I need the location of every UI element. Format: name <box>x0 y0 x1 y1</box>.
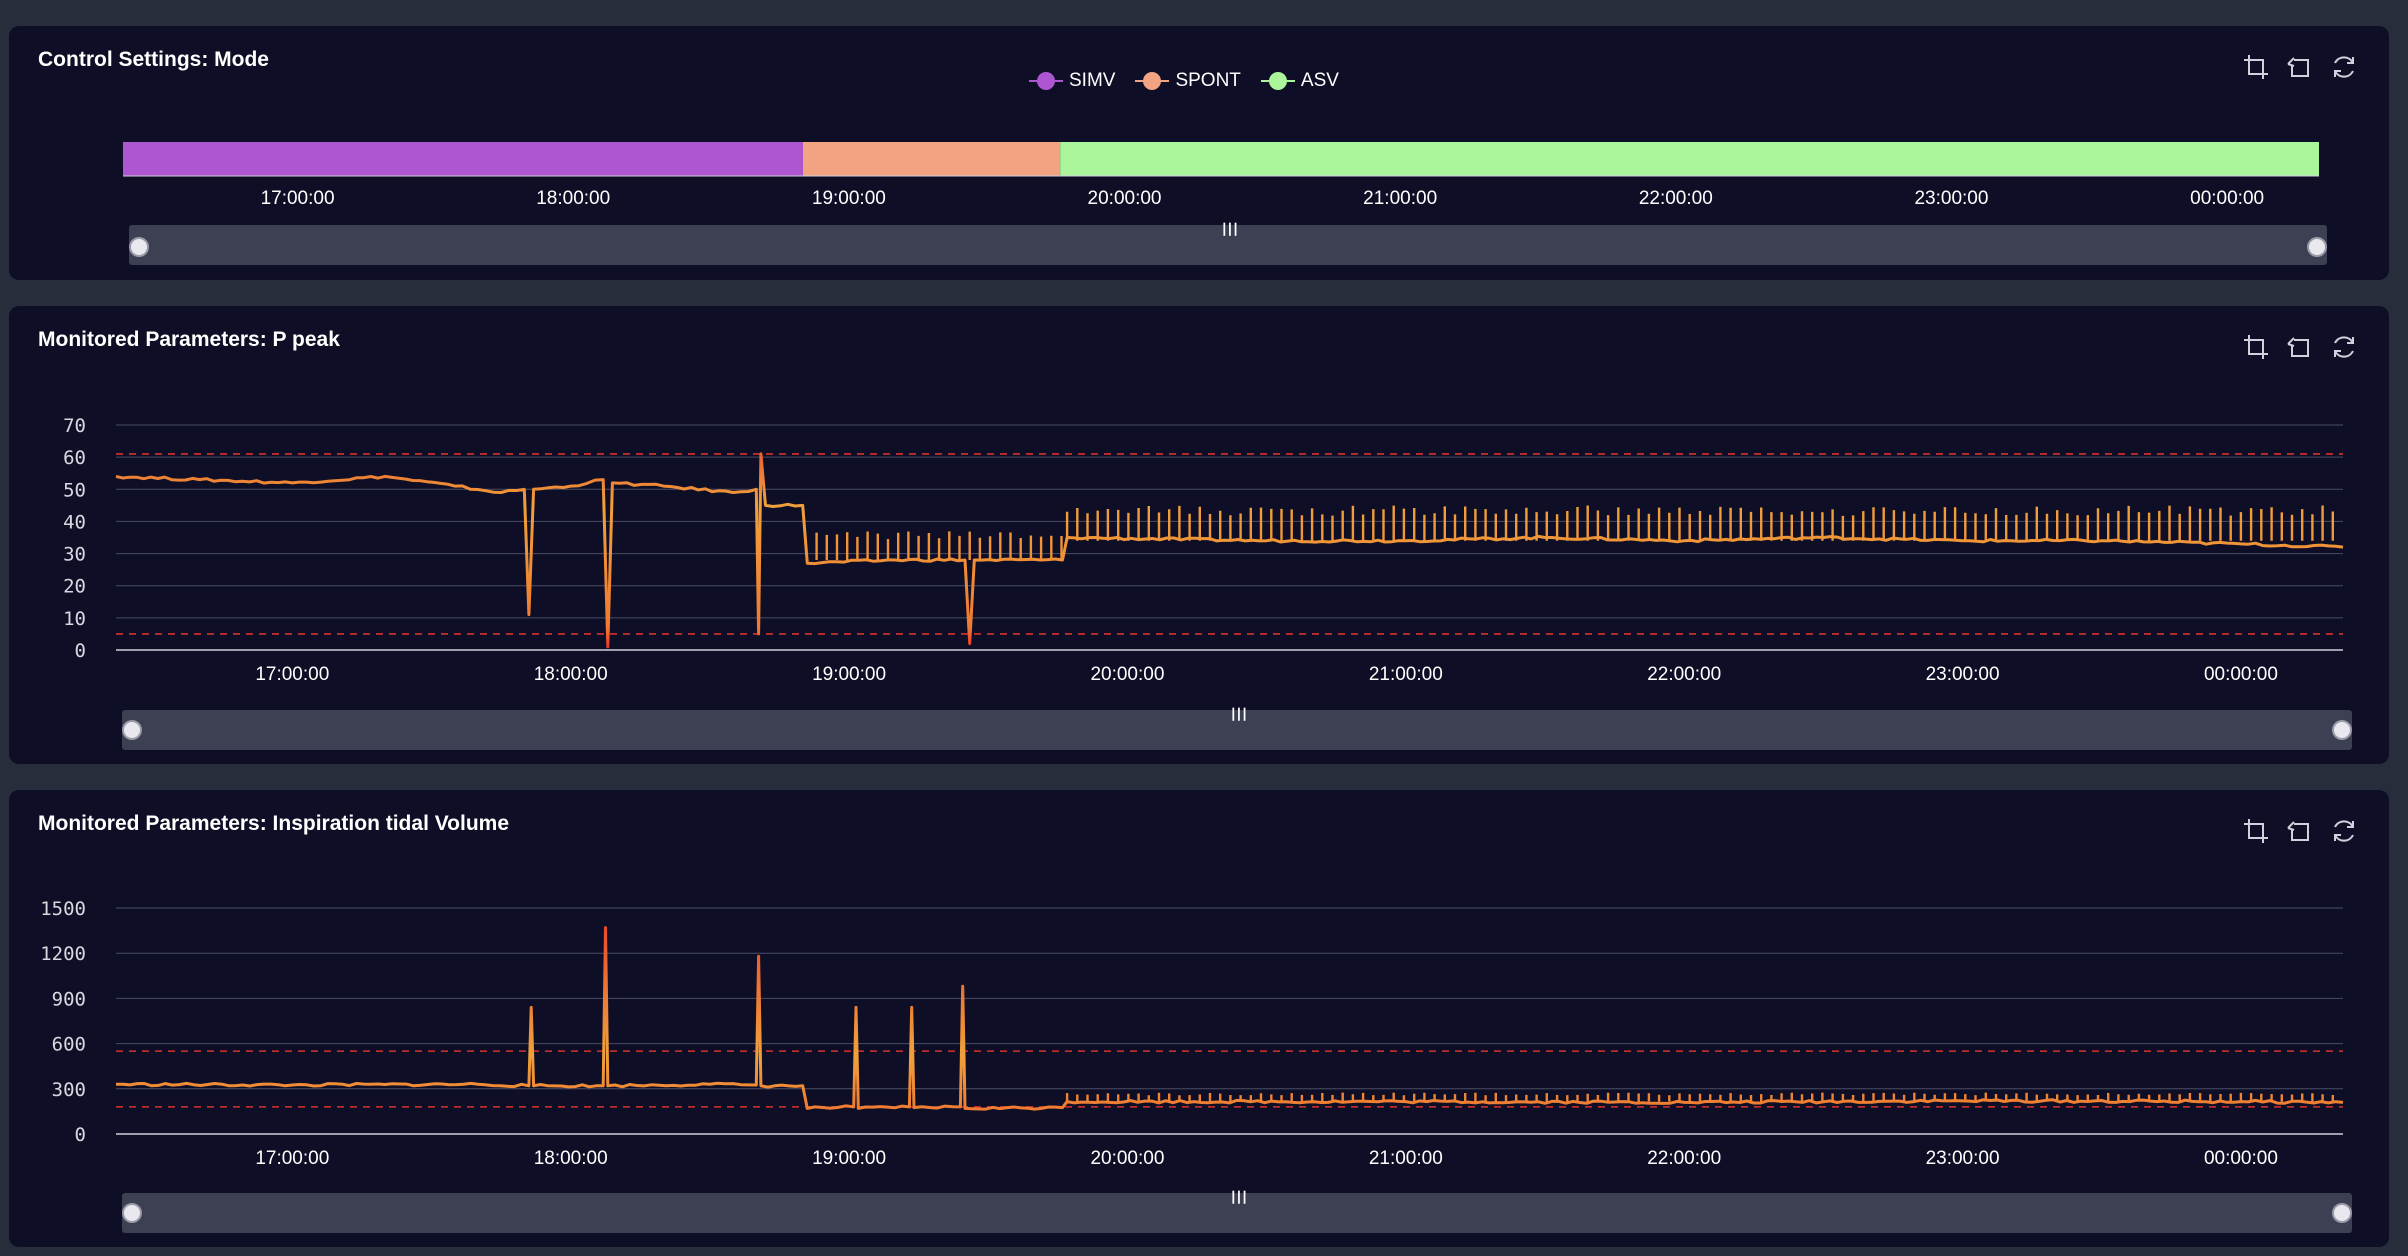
slider-move-handle[interactable]: ┃┃┃ <box>1221 224 1239 236</box>
y-tick-label: 300 <box>52 1079 86 1101</box>
spike-series <box>815 531 1063 560</box>
x-tick-label: 20:00:00 <box>1090 664 1164 685</box>
y-tick-label: 1200 <box>40 943 86 965</box>
mode-panel: Control Settings: Mode SIMV SPONT ASV 17… <box>9 26 2389 280</box>
y-tick-label: 1500 <box>40 898 86 920</box>
zoom-icon[interactable] <box>2241 332 2271 362</box>
legend-swatch-icon <box>1260 71 1295 91</box>
chart-toolbox <box>2241 816 2359 846</box>
x-tick-label: 20:00:00 <box>1090 1148 1164 1169</box>
x-tick-label: 23:00:00 <box>1926 664 2000 685</box>
y-tick-label: 60 <box>63 447 86 469</box>
zoom-reset-icon[interactable] <box>2285 52 2315 82</box>
restore-icon[interactable] <box>2329 52 2359 82</box>
legend-swatch-icon <box>1029 71 1063 91</box>
y-tick-label: 70 <box>63 415 86 437</box>
x-tick-label: 19:00:00 <box>812 664 886 685</box>
x-tick-label: 18:00:00 <box>534 1148 608 1169</box>
ppeak-line-chart: 0 10 20 30 40 50 60 70 17:00:00 18:00:00 19:00:00 2… <box>63 415 2344 685</box>
tidal-volume-panel: Monitored Parameters: Inspiration tidal … <box>9 790 2389 1247</box>
mode-timeline-chart: 17:00:00 18:00:00 19:00:00 20:00:00 21:00:00… <box>123 142 2319 209</box>
ppeak-panel: Monitored Parameters: P peak 0 10 20 30 40 50… <box>9 306 2389 764</box>
x-tick-label: 19:00:00 <box>812 188 886 209</box>
y-tick-label: 30 <box>63 544 86 566</box>
x-tick-label: 17:00:00 <box>255 664 329 685</box>
y-tick-label: 50 <box>63 479 86 501</box>
panel-title: Control Settings: Mode <box>38 48 269 71</box>
legend-item-asv[interactable]: ASV <box>1260 70 1339 92</box>
x-tick-label: 23:00:00 <box>1914 188 1988 209</box>
slider-move-handle[interactable]: ┃┃┃ <box>1230 709 1248 721</box>
x-tick-label: 00:00:00 <box>2204 664 2278 685</box>
x-tick-label: 21:00:00 <box>1363 188 1437 209</box>
legend-label: SIMV <box>1069 70 1116 91</box>
y-tick-label: 10 <box>63 608 86 630</box>
x-tick-label: 23:00:00 <box>1926 1148 2000 1169</box>
y-tick-label: 20 <box>63 576 86 598</box>
x-tick-label: 22:00:00 <box>1639 188 1713 209</box>
mode-segment-spont <box>802 142 1061 176</box>
panel-title: Monitored Parameters: P peak <box>38 328 340 351</box>
legend-swatch-icon <box>1135 71 1170 91</box>
slider-start-handle[interactable] <box>122 1203 142 1223</box>
x-tick-label: 22:00:00 <box>1647 664 1721 685</box>
y-tick-label: 900 <box>52 988 86 1010</box>
restore-icon[interactable] <box>2329 332 2359 362</box>
zoom-slider[interactable]: ┃┃┃ <box>122 1193 2352 1233</box>
x-tick-label: 18:00:00 <box>536 188 610 209</box>
chart-toolbox <box>2241 332 2359 362</box>
x-tick-label: 18:00:00 <box>534 664 608 685</box>
x-tick-label: 00:00:00 <box>2190 188 2264 209</box>
slider-end-handle[interactable] <box>2332 720 2352 740</box>
y-tick-label: 40 <box>63 511 86 533</box>
zoom-reset-icon[interactable] <box>2285 332 2315 362</box>
slider-move-handle[interactable]: ┃┃┃ <box>1230 1192 1248 1204</box>
x-tick-label: 21:00:00 <box>1369 1148 1443 1169</box>
slider-start-handle[interactable] <box>122 720 142 740</box>
spike-series <box>1065 1092 2334 1102</box>
y-tick-label: 0 <box>75 640 86 662</box>
tidal-volume-line-chart: 0 300 600 900 1200 1500 17:00:00 18:00:00 19:00:… <box>40 898 2344 1169</box>
slider-start-handle[interactable] <box>129 237 149 257</box>
zoom-slider[interactable]: ┃┃┃ <box>129 225 2327 265</box>
x-tick-label: 17:00:00 <box>261 188 335 209</box>
y-tick-label: 600 <box>52 1034 86 1056</box>
panel-title: Monitored Parameters: Inspiration tidal … <box>38 812 510 835</box>
legend-item-simv[interactable]: SIMV <box>1029 70 1115 92</box>
mode-segment-simv <box>123 142 803 176</box>
zoom-reset-icon[interactable] <box>2285 816 2315 846</box>
spike-series <box>1065 505 2334 541</box>
x-tick-label: 22:00:00 <box>1647 1148 1721 1169</box>
slider-track <box>122 710 2352 750</box>
slider-track <box>129 225 2327 265</box>
restore-icon[interactable] <box>2329 816 2359 846</box>
legend-item-spont[interactable]: SPONT <box>1135 70 1241 92</box>
x-tick-label: 19:00:00 <box>812 1148 886 1169</box>
x-tick-label: 20:00:00 <box>1088 188 1162 209</box>
y-tick-label: 0 <box>75 1124 86 1146</box>
slider-end-handle[interactable] <box>2307 237 2327 257</box>
series-line <box>115 926 2344 1111</box>
x-tick-label: 17:00:00 <box>255 1148 329 1169</box>
zoom-slider[interactable]: ┃┃┃ <box>122 710 2352 750</box>
zoom-icon[interactable] <box>2241 52 2271 82</box>
x-tick-label: 21:00:00 <box>1369 664 1443 685</box>
zoom-icon[interactable] <box>2241 816 2271 846</box>
chart-toolbox <box>2241 52 2359 82</box>
mode-legend: SIMV SPONT ASV <box>1029 66 1339 96</box>
legend-label: ASV <box>1300 70 1339 91</box>
legend-label: SPONT <box>1175 70 1241 91</box>
slider-end-handle[interactable] <box>2332 1203 2352 1223</box>
slider-track <box>122 1193 2352 1233</box>
mode-segment-asv <box>1060 142 2319 176</box>
x-tick-label: 00:00:00 <box>2204 1148 2278 1169</box>
